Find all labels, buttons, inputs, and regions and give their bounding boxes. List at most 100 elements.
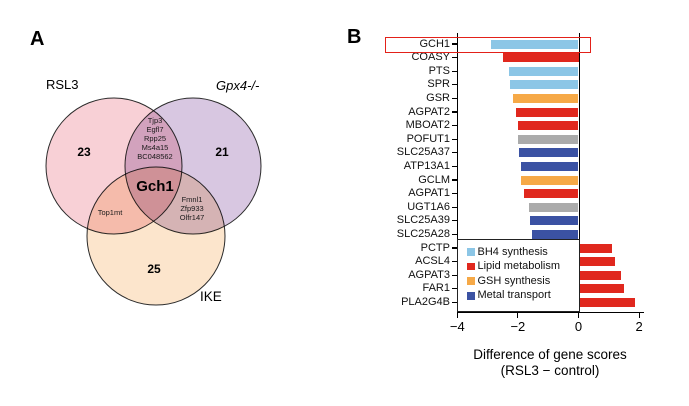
x-tick (638, 312, 640, 318)
gene-item: Fmnl1 (181, 195, 203, 204)
legend-label-gsh: GSH synthesis (477, 274, 551, 287)
gene-label-agpat1: AGPAT1 (408, 187, 450, 200)
bar-pts (508, 66, 579, 76)
x-axis-title-line2: (RSL3 − control) (500, 363, 600, 378)
venn-count-ike: 25 (147, 262, 161, 276)
gene-item: Egfl7 (146, 125, 164, 134)
gene-label-slc25a28: SLC25A28 (396, 227, 450, 240)
gene-label-ugt1a6: UGT1A6 (407, 200, 450, 213)
legend-swatch-metal (467, 292, 475, 300)
bar-agpat3 (578, 270, 621, 280)
gene-item: Olfr147 (179, 213, 205, 222)
gene-label-spr: SPR (427, 78, 450, 91)
legend-label-bh4: BH4 synthesis (477, 245, 548, 258)
x-axis (457, 312, 644, 314)
legend-swatch-lipid (467, 262, 475, 271)
legend-swatch-bh4 (467, 248, 475, 256)
venn-center-gene: Gch1 (136, 178, 174, 195)
panel-b-label: B (347, 26, 362, 48)
venn-genes-rsl3-gpx4: Tjp3 Egfl7 Rpp25 Ms4a15 BC048562 (115, 116, 195, 161)
gene-label-atp13a1: ATP13A1 (403, 159, 450, 172)
y-tick (452, 288, 458, 290)
bar-slc25a37 (519, 148, 579, 158)
venn-genes-gpx4-ike: Fmnl1 Zfp933 Olfr147 (167, 195, 217, 222)
gene-label-pts: PTS (428, 64, 450, 77)
gene-label-agpat3: AGPAT3 (408, 268, 450, 281)
gene-item: BC048562 (137, 152, 173, 161)
venn-set-label-gpx4: Gpx4-/- (216, 78, 260, 93)
legend-label-metal: Metal transport (477, 289, 551, 302)
x-tick-label: 2 (635, 319, 643, 334)
bar-acsl4 (578, 257, 615, 267)
bar-gsr (513, 93, 579, 103)
bar-coasy (502, 53, 579, 63)
venn-set-label-ike: IKE (200, 289, 222, 304)
y-tick (452, 165, 458, 167)
gene-label-pla2g4b: PLA2G4B (401, 295, 450, 308)
x-tick-label: −4 (449, 319, 465, 334)
gene-item: Tjp3 (147, 116, 163, 125)
gene-item: Ms4a15 (141, 143, 169, 152)
venn-count-rsl3: 23 (77, 145, 91, 159)
highlight-box (385, 37, 591, 53)
bar-pla2g4b (578, 297, 635, 307)
y-tick (452, 57, 458, 59)
x-tick (577, 312, 580, 318)
y-tick (452, 125, 458, 127)
bar-atp13a1 (520, 161, 579, 171)
bar-gclm (520, 175, 579, 185)
venn-count-gpx4: 21 (215, 145, 229, 159)
x-tick (456, 312, 458, 318)
bar-gch1 (490, 39, 579, 49)
gene-label-pctp: PCTP (420, 241, 450, 254)
gene-label-acsl4: ACSL4 (415, 255, 450, 268)
y-tick (452, 261, 458, 263)
gene-label-gclm: GCLM (418, 173, 450, 186)
y-tick (452, 97, 458, 99)
gene-item: Rpp25 (143, 134, 167, 143)
venn-diagram (45, 97, 262, 306)
y-tick (452, 84, 458, 86)
y-tick (452, 206, 458, 208)
x-tick-label: 0 (574, 319, 583, 334)
gene-label-agpat2: AGPAT2 (408, 105, 450, 118)
x-tick (517, 312, 519, 318)
y-tick (452, 274, 458, 276)
panel-a-label: A (30, 28, 45, 50)
bar-pofut1 (517, 134, 579, 144)
zero-line (578, 33, 580, 312)
gene-label-coasy: COASY (411, 51, 450, 64)
bar-slc25a28 (531, 229, 579, 239)
gene-label-far1: FAR1 (422, 282, 450, 295)
y-tick (452, 111, 458, 113)
bar-agpat2 (516, 107, 579, 117)
gene-label-pofut1: POFUT1 (406, 132, 450, 145)
y-tick (452, 301, 458, 303)
gene-label-mboat2: MBOAT2 (405, 119, 450, 132)
y-tick (452, 247, 458, 249)
gene-label-slc25a39: SLC25A39 (396, 214, 450, 227)
y-tick (452, 179, 458, 181)
gene-item: Top1mt (97, 208, 123, 217)
y-tick (452, 193, 458, 195)
venn-set-label-rsl3: RSL3 (46, 77, 79, 92)
gene-label-slc25a37: SLC25A37 (396, 146, 450, 159)
y-tick (452, 233, 458, 235)
venn-circle-ike (86, 166, 226, 306)
legend-box (456, 239, 580, 312)
bar-far1 (578, 284, 624, 294)
bar-ugt1a6 (528, 202, 579, 212)
y-tick (452, 70, 458, 72)
y-tick (452, 220, 458, 222)
bar-pctp (578, 243, 612, 253)
x-axis-title-line1: Difference of gene scores (473, 347, 627, 362)
bar-slc25a39 (530, 216, 579, 226)
legend-label-lipid: Lipid metabolism (477, 260, 561, 273)
bar-mboat2 (517, 121, 579, 131)
legend-swatch-gsh (467, 277, 475, 285)
x-tick-label: −2 (510, 319, 526, 334)
y-tick (452, 43, 458, 45)
bar-agpat1 (523, 189, 579, 199)
